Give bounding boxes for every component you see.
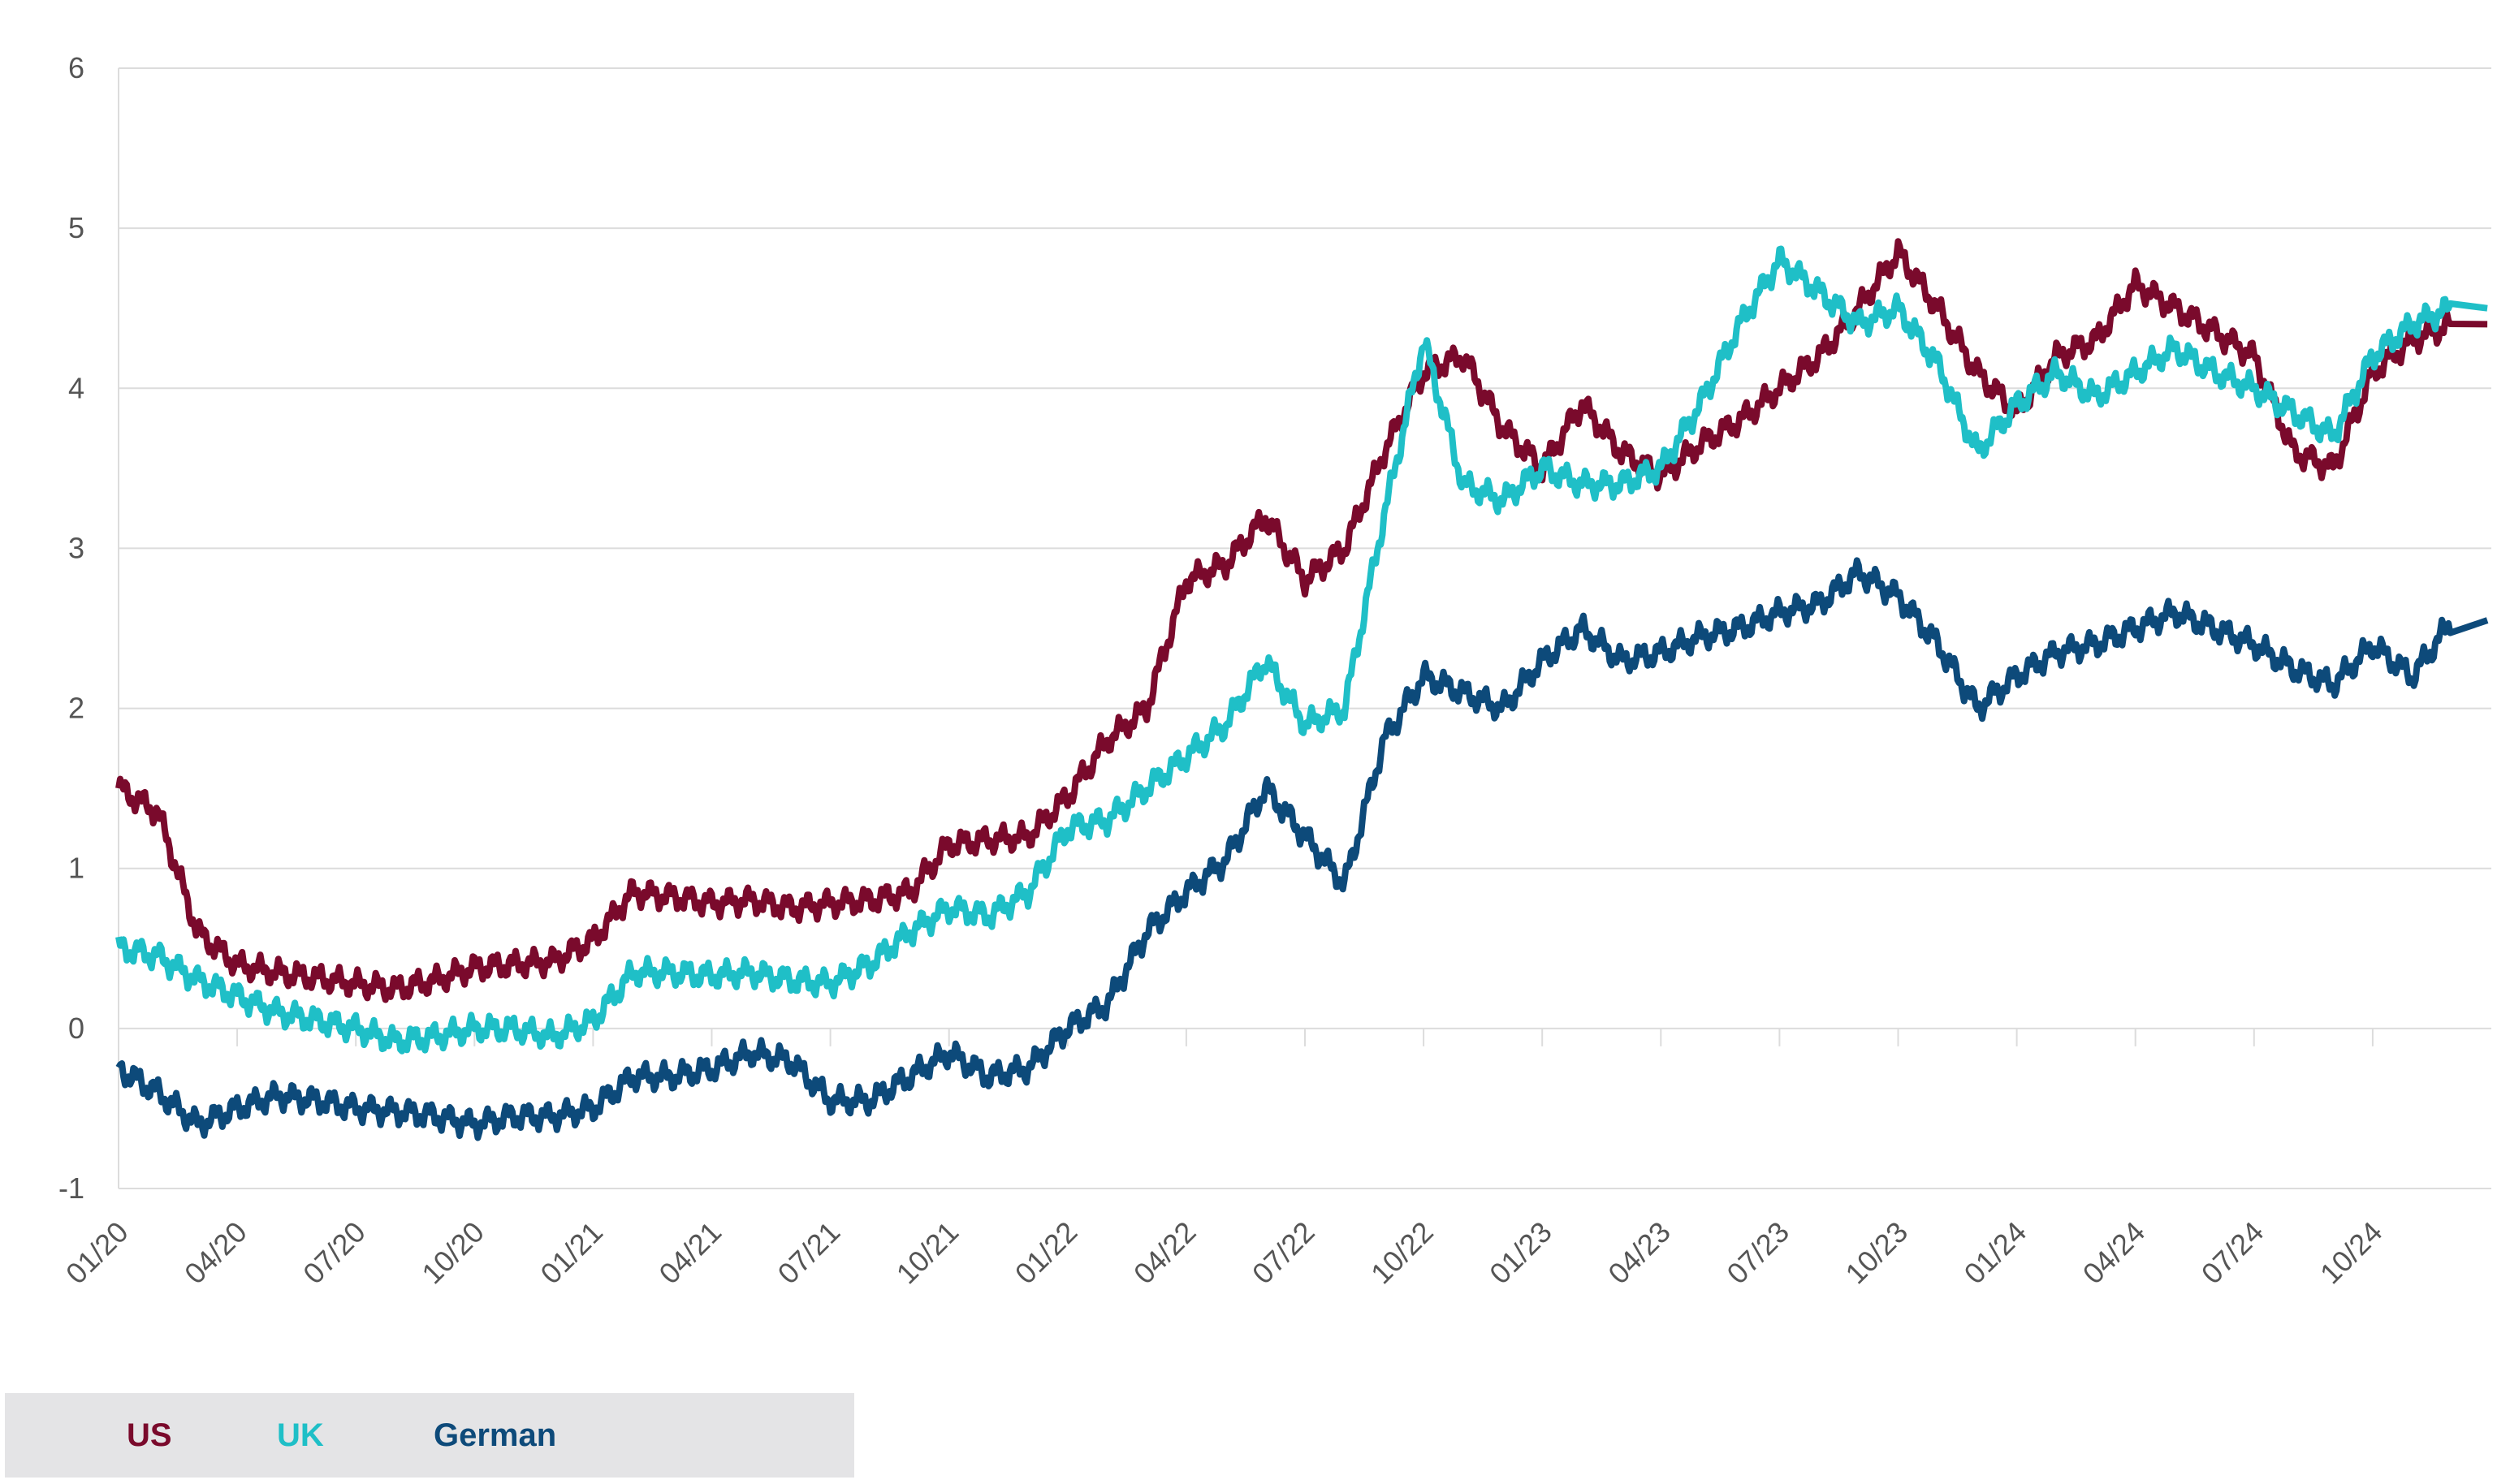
x-tick-label: 10/24 <box>2313 1215 2389 1291</box>
x-tick-label: 10/23 <box>1838 1215 1914 1291</box>
x-tick-label: 01/22 <box>1009 1215 1084 1291</box>
x-tick-label: 01/23 <box>1483 1215 1558 1291</box>
y-axis-ticks: 6 5 4 3 2 1 0 -1 <box>58 51 84 1205</box>
legend-item-german: German <box>434 1417 557 1453</box>
x-tick-label: 04/23 <box>1601 1215 1677 1291</box>
series-line-uk <box>115 245 2488 1055</box>
legend-item-uk: UK <box>277 1417 324 1453</box>
y-tick-label: 4 <box>68 371 84 404</box>
series-lines <box>115 238 2489 1141</box>
x-tick-label: 07/22 <box>1246 1215 1321 1291</box>
y-tick-label: 1 <box>68 852 84 885</box>
legend: US UK German <box>5 1393 854 1478</box>
x-tick-label: 10/21 <box>890 1215 966 1291</box>
y-tick-label: 5 <box>68 211 84 244</box>
x-axis-ticks: 01/20 04/20 07/20 10/20 01/21 04/21 07/21 10/21… <box>59 1028 2389 1291</box>
y-tick-label: 3 <box>68 531 84 564</box>
x-tick-label: 07/21 <box>771 1215 847 1291</box>
x-tick-label: 04/24 <box>2076 1215 2152 1291</box>
y-tick-label: 2 <box>68 692 84 725</box>
y-tick-label: 6 <box>68 51 84 84</box>
x-tick-label: 01/24 <box>1958 1215 2033 1291</box>
x-tick-label: 01/21 <box>534 1215 609 1291</box>
x-tick-label: 07/23 <box>1720 1215 1795 1291</box>
legend-item-us: US <box>127 1417 172 1453</box>
series-line-german <box>115 557 2489 1141</box>
x-tick-label: 10/20 <box>415 1215 490 1291</box>
x-tick-label: 04/22 <box>1127 1215 1203 1291</box>
x-tick-label: 07/20 <box>296 1215 372 1291</box>
y-tick-label: -1 <box>58 1171 84 1205</box>
x-tick-label: 04/21 <box>652 1215 728 1291</box>
x-tick-label: 07/24 <box>2195 1215 2270 1291</box>
x-tick-label: 10/22 <box>1364 1215 1440 1291</box>
x-tick-label: 01/20 <box>59 1215 135 1291</box>
y-tick-label: 0 <box>68 1012 84 1045</box>
x-tick-label: 04/20 <box>178 1215 253 1291</box>
series-line-us <box>115 238 2488 1003</box>
